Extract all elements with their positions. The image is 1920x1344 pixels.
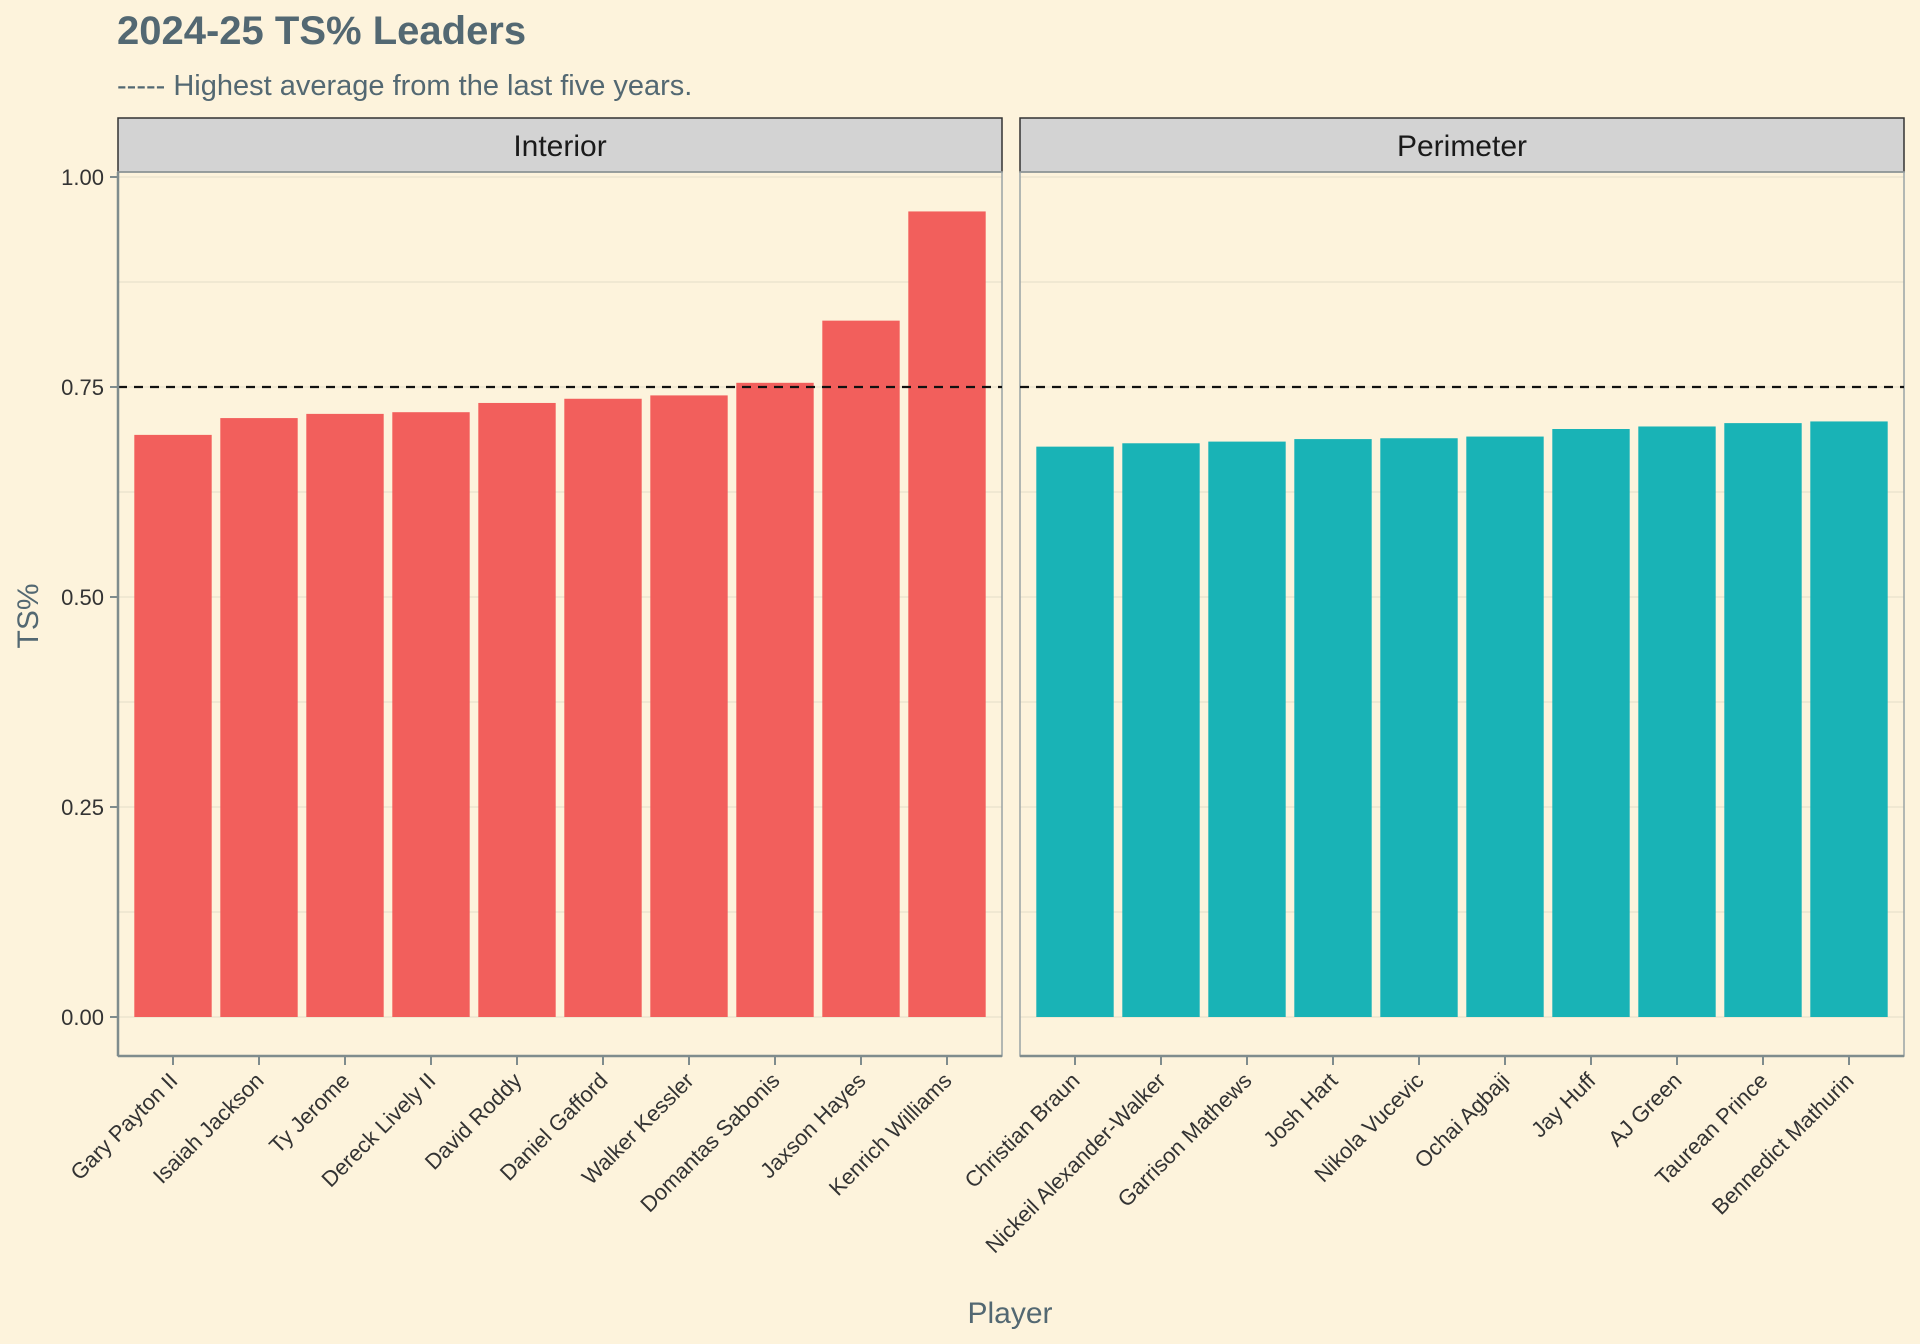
x-tick-label: AJ Green bbox=[1603, 1068, 1686, 1151]
bar-perimeter bbox=[1810, 421, 1888, 1017]
bar-perimeter bbox=[1380, 438, 1458, 1017]
x-tick-label: Josh Hart bbox=[1258, 1068, 1342, 1152]
facet-label-perimeter: Perimeter bbox=[1397, 130, 1527, 163]
bar-perimeter bbox=[1724, 423, 1802, 1017]
facet-label-interior: Interior bbox=[513, 130, 606, 163]
bar-interior bbox=[134, 434, 212, 1017]
bar-perimeter bbox=[1294, 439, 1372, 1018]
y-tick-label: 1.00 bbox=[61, 165, 104, 190]
bar-interior bbox=[220, 418, 298, 1018]
y-tick-label: 0.25 bbox=[61, 795, 104, 820]
bar-perimeter bbox=[1036, 446, 1114, 1017]
facet-strip-perimeter bbox=[1019, 117, 1905, 173]
y-tick-label: 0.00 bbox=[61, 1005, 104, 1030]
bar-perimeter bbox=[1638, 426, 1716, 1018]
x-tick-label: Nickeil Alexander-Walker bbox=[981, 1068, 1171, 1258]
chart-title: 2024-25 TS% Leaders bbox=[117, 9, 526, 53]
bar-perimeter bbox=[1466, 436, 1544, 1017]
x-tick-label: Jay Huff bbox=[1526, 1067, 1601, 1142]
bar-interior bbox=[478, 402, 556, 1018]
x-axis-label: Player bbox=[967, 1297, 1052, 1330]
bar-interior bbox=[392, 412, 470, 1017]
bar-interior bbox=[822, 320, 900, 1017]
facet-strip-interior bbox=[117, 117, 1003, 173]
y-axis-label: TS% bbox=[12, 583, 45, 648]
bar-perimeter bbox=[1208, 441, 1286, 1018]
bar-interior bbox=[736, 382, 814, 1017]
x-tick-label: Bennedict Mathurin bbox=[1707, 1068, 1859, 1220]
bar-interior bbox=[564, 398, 642, 1017]
chart-subtitle: ----- Highest average from the last five… bbox=[117, 70, 692, 102]
bar-perimeter bbox=[1552, 429, 1630, 1017]
bar-perimeter bbox=[1122, 443, 1200, 1017]
bar-interior bbox=[650, 395, 728, 1017]
bar-interior bbox=[306, 413, 384, 1017]
y-tick-label: 0.75 bbox=[61, 375, 104, 400]
x-tick-label: Ty Jerome bbox=[264, 1068, 354, 1158]
bar-interior bbox=[908, 211, 986, 1017]
y-tick-label: 0.50 bbox=[61, 585, 104, 610]
